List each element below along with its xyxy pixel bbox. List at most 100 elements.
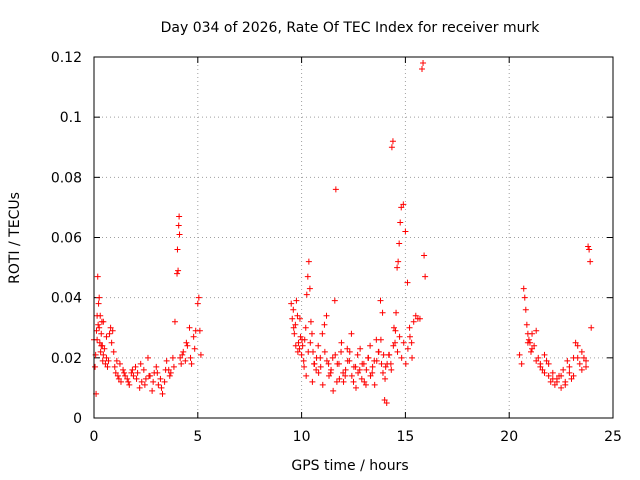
data-point (289, 315, 296, 322)
data-point (154, 369, 161, 376)
data-point (379, 309, 386, 316)
data-point (292, 321, 299, 328)
data-point (125, 378, 132, 385)
data-point (545, 372, 552, 379)
data-point (313, 366, 320, 373)
data-point (121, 369, 128, 376)
data-point (580, 354, 587, 361)
data-point (419, 66, 426, 73)
data-point (197, 351, 204, 358)
data-point (375, 348, 382, 355)
x-tick-label: 5 (193, 429, 202, 445)
data-point (96, 339, 103, 346)
data-point (106, 330, 113, 337)
data-point (535, 354, 542, 361)
data-point (333, 378, 340, 385)
data-point (406, 333, 413, 340)
data-point (516, 351, 523, 358)
chart-title: Day 034 of 2026, Rate Of TEC Index for r… (161, 20, 541, 36)
data-point (570, 372, 577, 379)
data-point (97, 348, 104, 355)
data-point (99, 357, 106, 364)
data-point (290, 324, 297, 331)
data-point (416, 315, 423, 322)
data-point (170, 363, 177, 370)
data-point (529, 345, 536, 352)
data-point (529, 330, 536, 337)
y-tick-label: 0.04 (51, 291, 82, 307)
data-point (402, 228, 409, 235)
data-point (319, 330, 326, 337)
data-point (299, 336, 306, 343)
data-point (315, 342, 322, 349)
data-point (533, 357, 540, 364)
x-axis-label: GPS time / hours (291, 458, 408, 474)
data-point (421, 252, 428, 259)
data-point (381, 396, 388, 403)
data-point (520, 285, 527, 292)
data-point (578, 366, 585, 373)
data-points (91, 60, 595, 406)
data-point (350, 363, 357, 370)
data-point (115, 375, 122, 382)
data-point (525, 336, 532, 343)
data-point (169, 354, 176, 361)
data-point (178, 360, 185, 367)
data-point (365, 354, 372, 361)
data-point (408, 339, 415, 346)
data-point (96, 294, 103, 301)
data-point (373, 357, 380, 364)
data-point (377, 297, 384, 304)
data-point (398, 204, 405, 211)
data-point (142, 375, 149, 382)
data-point (583, 363, 590, 370)
data-point (394, 348, 401, 355)
data-point (420, 60, 427, 67)
data-point (340, 378, 347, 385)
data-point (162, 366, 169, 373)
data-point (166, 372, 173, 379)
data-point (331, 297, 338, 304)
data-point (290, 306, 297, 313)
data-point (102, 360, 109, 367)
data-point (587, 258, 594, 265)
data-point (400, 201, 407, 208)
x-tick-label: 10 (293, 429, 311, 445)
data-point (521, 294, 528, 301)
data-point (138, 378, 145, 385)
data-point (357, 345, 364, 352)
data-point (122, 372, 129, 379)
data-point (549, 369, 556, 376)
data-point (109, 327, 116, 334)
data-point (352, 384, 359, 391)
data-point (330, 387, 337, 394)
x-tick-label: 20 (500, 429, 518, 445)
data-point (295, 339, 302, 346)
data-point (384, 360, 391, 367)
axis-ticks: 0 5 10 15 20 25 0 0.02 0.04 0.06 0.08 0.1 0.12 (51, 50, 622, 445)
data-point (98, 330, 105, 337)
data-point (583, 357, 590, 364)
data-point (369, 363, 376, 370)
data-point (187, 354, 194, 361)
data-point (195, 294, 202, 301)
data-point (98, 342, 105, 349)
data-point (159, 390, 166, 397)
data-point (543, 357, 550, 364)
data-point (390, 342, 397, 349)
data-point (382, 363, 389, 370)
data-point (302, 324, 309, 331)
data-point (397, 219, 404, 226)
data-point (588, 324, 595, 331)
data-point (518, 360, 525, 367)
data-point (186, 324, 193, 331)
x-tick-label: 0 (90, 429, 99, 445)
data-point (96, 324, 103, 331)
data-point (533, 327, 540, 334)
data-point (367, 342, 374, 349)
data-point (553, 378, 560, 385)
data-point (549, 375, 556, 382)
y-axis-label: ROTI / TECUs (7, 192, 23, 284)
data-point (94, 273, 101, 280)
data-point (361, 378, 368, 385)
